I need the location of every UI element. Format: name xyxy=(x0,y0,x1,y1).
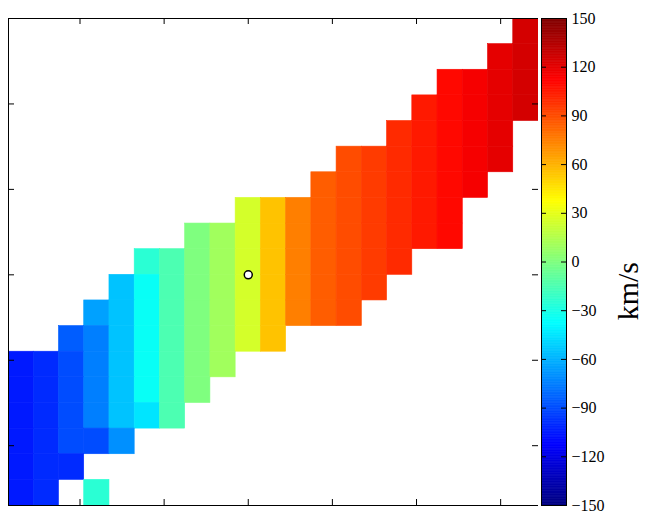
svg-text:−30: −30 xyxy=(572,302,597,319)
svg-text:120: 120 xyxy=(572,58,596,75)
svg-text:60: 60 xyxy=(572,156,588,173)
svg-text:30: 30 xyxy=(572,204,588,221)
svg-text:90: 90 xyxy=(572,107,588,124)
svg-text:−120: −120 xyxy=(572,448,605,465)
svg-text:−150: −150 xyxy=(572,497,605,514)
svg-text:km/s: km/s xyxy=(611,262,644,320)
svg-text:150: 150 xyxy=(572,10,596,27)
svg-text:−60: −60 xyxy=(572,351,597,368)
svg-text:−90: −90 xyxy=(572,399,597,416)
svg-text:0: 0 xyxy=(572,253,580,270)
